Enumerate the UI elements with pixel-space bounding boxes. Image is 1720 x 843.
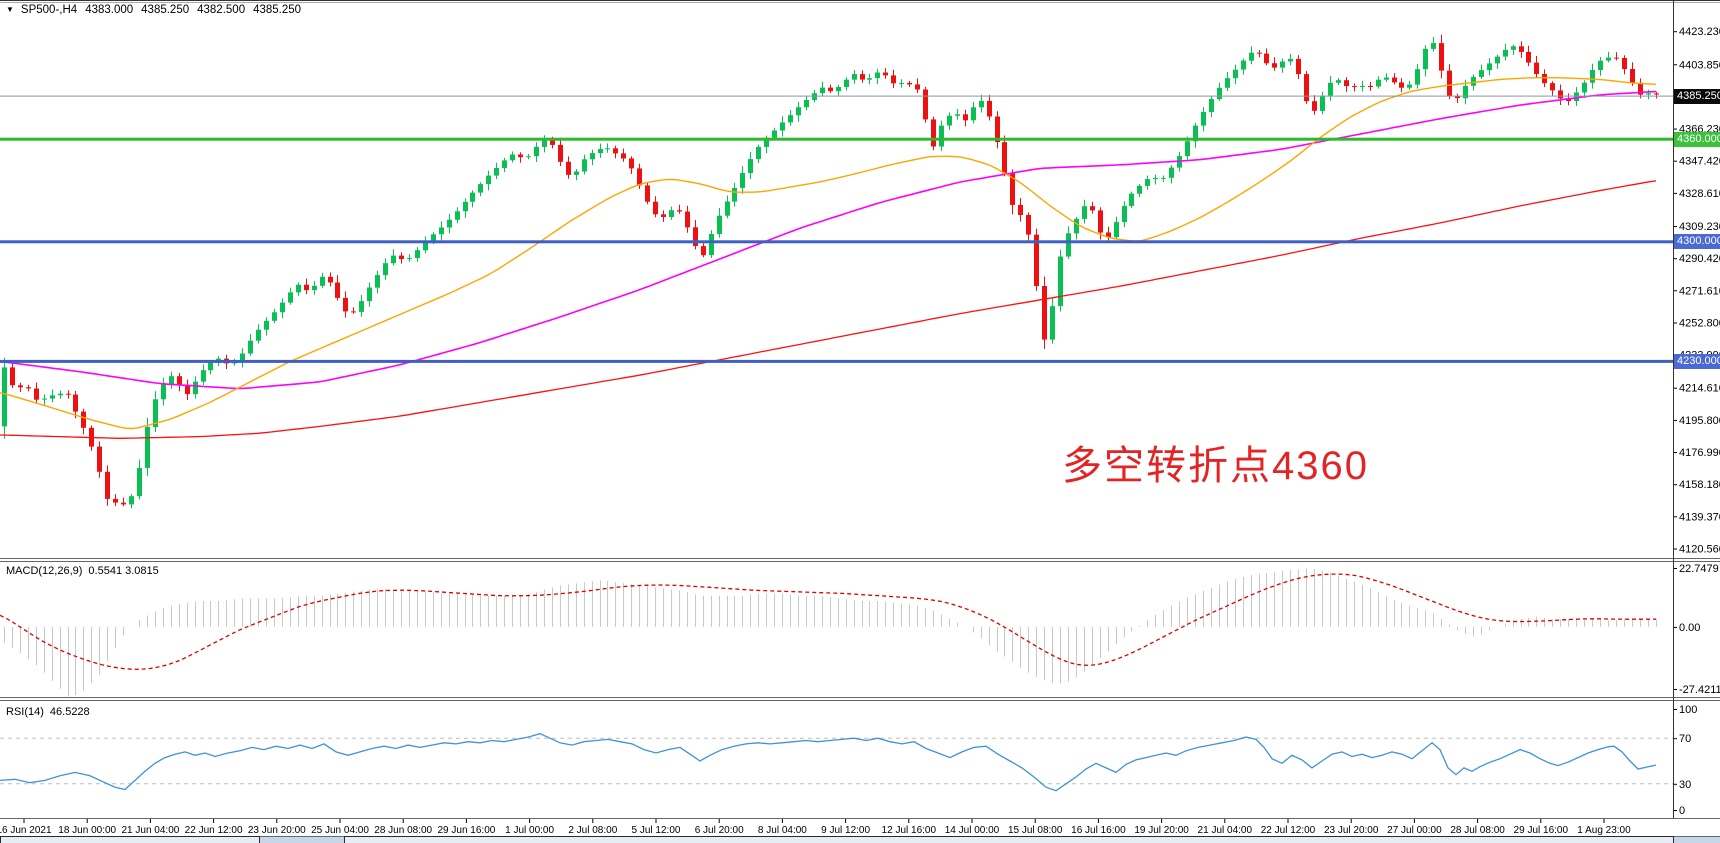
price-box-pivot-4360: 4360.000 — [1674, 132, 1720, 147]
svg-text:0.00: 0.00 — [1679, 622, 1700, 634]
svg-text:16 Jul 16:00: 16 Jul 16:00 — [1071, 825, 1126, 836]
svg-text:4139.370: 4139.370 — [1679, 511, 1720, 523]
ohlc-open: 4383.000 — [85, 4, 134, 16]
svg-text:25 Jun 04:00: 25 Jun 04:00 — [311, 825, 369, 836]
svg-text:4271.610: 4271.610 — [1679, 285, 1720, 297]
svg-text:16 Jun 2021: 16 Jun 2021 — [0, 825, 52, 836]
svg-text:6 Jul 20:00: 6 Jul 20:00 — [695, 825, 744, 836]
panel-borders — [0, 0, 1720, 819]
macd-panel-area[interactable] — [0, 560, 1673, 697]
hline-level-4230 — [0, 359, 1673, 363]
svg-text:23 Jun 20:00: 23 Jun 20:00 — [248, 825, 306, 836]
ohlc-low: 4382.500 — [197, 4, 246, 16]
svg-text:9 Jul 12:00: 9 Jul 12:00 — [821, 825, 870, 836]
ma-mid-magenta-line — [0, 90, 1657, 390]
svg-text:4214.610: 4214.610 — [1679, 383, 1720, 395]
candlestick-series — [2, 34, 1659, 509]
svg-text:2 Jul 08:00: 2 Jul 08:00 — [568, 825, 617, 836]
svg-text:4403.850: 4403.850 — [1679, 59, 1720, 71]
rsi-value: 46.5228 — [49, 706, 90, 718]
annotation-text: 多空转折点4360 — [1062, 444, 1369, 488]
svg-text:18 Jun 00:00: 18 Jun 00:00 — [58, 825, 116, 836]
hline-level-4300 — [0, 240, 1673, 244]
macd-name: MACD(12,26,9) — [6, 565, 83, 577]
svg-text:4328.610: 4328.610 — [1679, 188, 1720, 200]
svg-text:4423.230: 4423.230 — [1679, 26, 1720, 38]
svg-text:4120.560: 4120.560 — [1679, 544, 1720, 556]
svg-text:22 Jul 12:00: 22 Jul 12:00 — [1261, 825, 1316, 836]
macd-indicator-label: MACD(12,26,9) 0.5541 3.0815 — [6, 565, 159, 577]
svg-text:4195.800: 4195.800 — [1679, 415, 1720, 427]
symbol-timeframe-label: SP500-,H4 — [20, 4, 78, 16]
svg-text:28 Jun 08:00: 28 Jun 08:00 — [374, 825, 432, 836]
horizontal-price-lines — [0, 95, 1673, 363]
svg-text:4347.420: 4347.420 — [1679, 156, 1720, 168]
svg-text:12 Jul 16:00: 12 Jul 16:00 — [882, 825, 937, 836]
svg-text:4176.990: 4176.990 — [1679, 447, 1720, 459]
svg-text:29 Jul 16:00: 29 Jul 16:00 — [1514, 825, 1569, 836]
svg-text:29 Jun 16:00: 29 Jun 16:00 — [437, 825, 495, 836]
rsi-line — [0, 733, 1657, 792]
rsi-indicator-label: RSI(14) 46.5228 — [6, 706, 90, 718]
rsi-panel-area[interactable] — [0, 702, 1673, 818]
macd-axis-ticks: 22.7479 0.00 -27.4211 — [1673, 563, 1720, 696]
svg-text:28 Jul 08:00: 28 Jul 08:00 — [1450, 825, 1505, 836]
macd-values: 0.5541 3.0815 — [88, 565, 159, 577]
price-box-current-price: 4385.250 — [1674, 89, 1720, 104]
symbol-dropdown-icon[interactable]: ▼ — [6, 5, 14, 14]
ma-slow-red-line — [0, 180, 1657, 439]
svg-text:21 Jul 04:00: 21 Jul 04:00 — [1198, 825, 1253, 836]
macd-signal-line — [0, 573, 1656, 670]
time-axis[interactable] — [0, 818, 1673, 836]
svg-text:22.7479: 22.7479 — [1679, 563, 1719, 575]
svg-text:19 Jul 20:00: 19 Jul 20:00 — [1134, 825, 1189, 836]
svg-text:4252.800: 4252.800 — [1679, 318, 1720, 330]
svg-text:4158.180: 4158.180 — [1679, 479, 1720, 491]
svg-text:27 Jul 00:00: 27 Jul 00:00 — [1387, 825, 1442, 836]
svg-text:1 Jul 00:00: 1 Jul 00:00 — [505, 825, 554, 836]
price-axis[interactable] — [1673, 0, 1720, 818]
svg-text:-27.4211: -27.4211 — [1679, 684, 1720, 696]
ohlc-close: 4385.250 — [253, 4, 302, 16]
rsi-name: RSI(14) — [6, 706, 44, 718]
svg-text:4290.420: 4290.420 — [1679, 253, 1720, 265]
svg-text:70: 70 — [1679, 733, 1691, 745]
macd-histogram — [4, 568, 1657, 697]
svg-text:21 Jun 04:00: 21 Jun 04:00 — [121, 825, 179, 836]
chart-plot-area[interactable] — [0, 3, 1673, 558]
svg-text:100: 100 — [1679, 704, 1697, 716]
ohlc-high: 4385.250 — [141, 4, 190, 16]
svg-text:22 Jun 12:00: 22 Jun 12:00 — [185, 825, 243, 836]
rsi-axis-ticks: 100 70 30 0 — [1673, 704, 1697, 817]
price-box-level-4300: 4300.000 — [1674, 234, 1720, 249]
chart-title: ▼ SP500-,H4 4383.000 4385.250 4382.500 4385.2… — [6, 4, 301, 16]
svg-text:23 Jul 20:00: 23 Jul 20:00 — [1324, 825, 1379, 836]
svg-text:0: 0 — [1679, 805, 1685, 817]
svg-text:5 Jul 12:00: 5 Jul 12:00 — [632, 825, 681, 836]
time-axis-ticks: 16 Jun 2021 18 Jun 00:00 21 Jun 04:00 22 Ju… — [0, 818, 1631, 836]
hline-current-price — [0, 95, 1673, 97]
svg-text:15 Jul 08:00: 15 Jul 08:00 — [1008, 825, 1063, 836]
svg-text:30: 30 — [1679, 779, 1691, 791]
horizontal-scrollbar-thumb[interactable] — [344, 836, 1674, 843]
price-box-level-4230: 4230.000 — [1674, 354, 1720, 369]
svg-text:1 Aug 23:00: 1 Aug 23:00 — [1577, 825, 1631, 836]
hline-pivot-4360 — [0, 137, 1673, 141]
svg-text:8 Jul 04:00: 8 Jul 04:00 — [758, 825, 807, 836]
svg-text:14 Jul 00:00: 14 Jul 00:00 — [945, 825, 1000, 836]
svg-text:4309.230: 4309.230 — [1679, 221, 1720, 233]
ma-fast-orange-line — [0, 77, 1657, 430]
price-axis-ticks: 4423.2304403.8504366.2304347.4204328.610… — [1673, 26, 1720, 556]
horizontal-scrollbar-segment-left[interactable] — [0, 836, 260, 843]
